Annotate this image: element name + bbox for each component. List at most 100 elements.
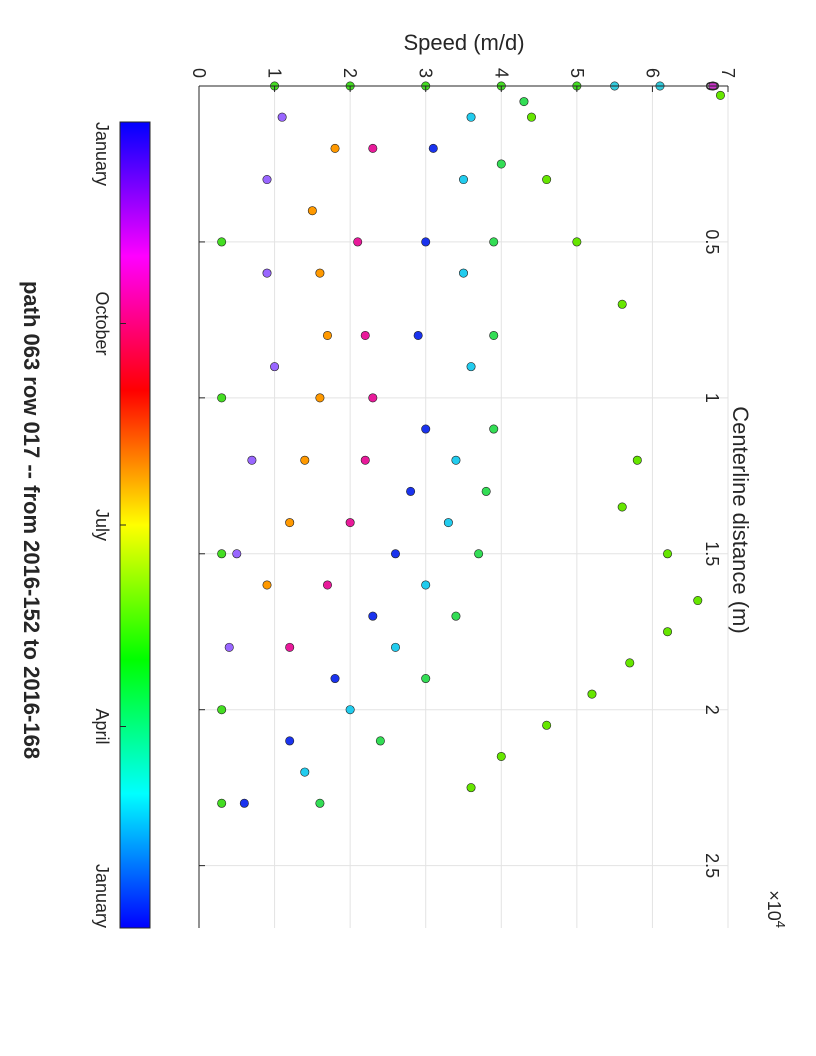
y-tick-label: 2 [340,68,360,78]
x-tick-label: 2.5 [702,853,722,878]
data-point [368,611,378,621]
data-point [663,549,673,559]
data-point [270,362,280,372]
data-point [217,705,227,715]
data-point [459,268,469,278]
data-point [451,455,461,465]
data-point [307,206,317,216]
data-point [315,798,325,808]
data-point [527,112,537,122]
y-tick-label: 6 [642,68,662,78]
data-point [406,486,416,496]
data-point [217,237,227,247]
data-point [663,627,673,637]
data-point [413,330,423,340]
data-point [345,518,355,528]
data-point [368,393,378,403]
colorbar-tick-label: October [92,291,112,355]
data-point [466,362,476,372]
data-point [375,736,385,746]
data-point [443,518,453,528]
data-point [466,112,476,122]
data-point [496,751,506,761]
y-axis-label-text: Speed (m/d) [403,30,524,55]
data-point [353,237,363,247]
data-point [421,424,431,434]
data-point [390,642,400,652]
data-point [315,393,325,403]
data-point [428,143,438,153]
data-point [489,330,499,340]
colorbar: January October July April January [92,121,151,929]
data-point [345,705,355,715]
x-axis-exponent-base: ×10 [764,890,784,921]
y-tick-label: 5 [567,68,587,78]
data-point [322,330,332,340]
data-point [262,268,272,278]
data-point [451,611,461,621]
data-point [715,90,725,100]
x-tick-label: 2 [702,705,722,715]
data-point [489,424,499,434]
data-point [285,642,295,652]
data-point [496,159,506,169]
data-point [421,580,431,590]
y-ticks: 0 1 2 3 4 5 6 7 [189,68,738,92]
data-point [217,549,227,559]
data-point [421,237,431,247]
data-point [693,596,703,606]
data-point [300,767,310,777]
scatter-points [217,81,725,808]
y-tick-label: 0 [189,68,209,78]
y-tick-label: 1 [265,68,285,78]
y-axis-label: Speed (m/d) [403,30,524,55]
data-point [217,393,227,403]
data-point [330,674,340,684]
data-point [330,143,340,153]
x-tick-label: 0.5 [702,229,722,254]
x-tick-label: 1 [702,393,722,403]
data-point [285,518,295,528]
data-point [239,798,249,808]
colorbar-tick-label: January [92,122,112,186]
data-point [474,549,484,559]
plot-area [199,86,728,928]
data-point [247,455,257,465]
data-point [315,268,325,278]
data-point [262,580,272,590]
x-tick-label: 1.5 [702,541,722,566]
data-point [587,689,597,699]
colorbar-tick-label: July [92,509,112,541]
x-axis-exponent: ×104 [764,890,788,928]
data-point [519,97,529,107]
data-point [277,112,287,122]
plot-axes: 0 0.5 1 1.5 2 2.5 0 1 2 3 4 5 6 7 [189,68,738,928]
colorbar-tick-label: April [92,708,112,744]
y-tick-label: 3 [416,68,436,78]
data-point [262,175,272,185]
data-point [617,299,627,309]
data-point [481,486,491,496]
data-point [572,237,582,247]
x-ticks: 0 0.5 1 1.5 2 2.5 [199,81,722,878]
data-point [489,237,499,247]
data-point [360,455,370,465]
data-point [421,674,431,684]
y-tick-label: 4 [491,68,511,78]
data-point [300,455,310,465]
data-point [542,175,552,185]
data-point [285,736,295,746]
data-point [390,549,400,559]
data-point [625,658,635,668]
y-tick-label: 7 [718,68,738,78]
data-point [217,798,227,808]
data-point [368,143,378,153]
data-point [232,549,242,559]
colorbar-ticks: January October July April January [92,121,126,929]
data-point [322,580,332,590]
x-axis-label: Centerline distance (m) [728,406,753,633]
data-point [632,455,642,465]
data-point [617,502,627,512]
chart-title: path 063 row 017 -- from 2016-152 to 201… [19,281,44,759]
